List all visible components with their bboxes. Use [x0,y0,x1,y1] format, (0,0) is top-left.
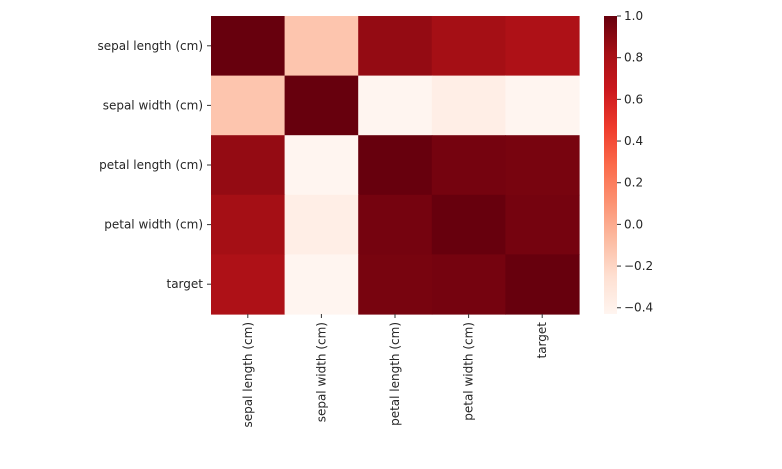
heatmap-cell [505,254,580,315]
colorbar: −0.4 −0.2 0.0 0.2 0.4 0.6 0.8 1.0 [604,9,653,315]
heatmap-cell [284,135,359,196]
colorbar-tick-label: 0.2 [624,176,643,190]
colorbar-tick-label: 1.0 [624,9,643,23]
heatmap-cell [211,254,286,315]
heatmap-cell [284,75,359,136]
colorbar-gradient [604,16,617,314]
heatmap-cell [431,194,506,255]
heatmap-cell [211,135,286,196]
row-tick-label: sepal length (cm) [98,39,203,53]
heatmap-cell [431,135,506,196]
colorbar-tick-label: 0.4 [624,134,643,148]
row-tick-label: target [167,277,204,291]
column-tick-label: target [535,322,549,359]
heatmap-cell [211,194,286,255]
row-tick-label: petal width (cm) [104,218,203,232]
colorbar-tick-label: −0.4 [624,301,653,315]
heatmap-cell [211,75,286,136]
column-tick-label: sepal length (cm) [241,322,255,427]
heatmap-cell [358,194,433,255]
row-tick-label: petal length (cm) [99,158,203,172]
column-tick-label: petal width (cm) [462,322,476,421]
column-tick-label: sepal width (cm) [314,322,328,422]
heatmap-cell [284,194,359,255]
heatmap-cell [284,254,359,315]
heatmap-grid [211,16,580,315]
heatmap-cell [358,16,433,77]
heatmap-cell [505,16,580,77]
heatmap-cell [505,75,580,136]
heatmap-cell [358,254,433,315]
row-tick-label: sepal width (cm) [103,98,203,112]
colorbar-tick-label: 0.0 [624,217,643,231]
heatmap-cell [431,75,506,136]
column-tick-labels: sepal length (cm) sepal width (cm) petal l… [241,314,549,427]
heatmap-cell [284,16,359,77]
row-tick-labels: sepal length (cm) sepal width (cm) petal l… [98,39,211,291]
heatmap-cell [431,254,506,315]
heatmap-cell [358,75,433,136]
heatmap-cell [431,16,506,77]
colorbar-tick-label: 0.6 [624,92,643,106]
colorbar-tick-label: 0.8 [624,51,643,65]
heatmap-cell [505,135,580,196]
colorbar-tick-label: −0.2 [624,259,653,273]
heatmap-cell [505,194,580,255]
heatmap-cell [358,135,433,196]
heatmap-cell [211,16,286,77]
column-tick-label: petal length (cm) [388,322,402,426]
